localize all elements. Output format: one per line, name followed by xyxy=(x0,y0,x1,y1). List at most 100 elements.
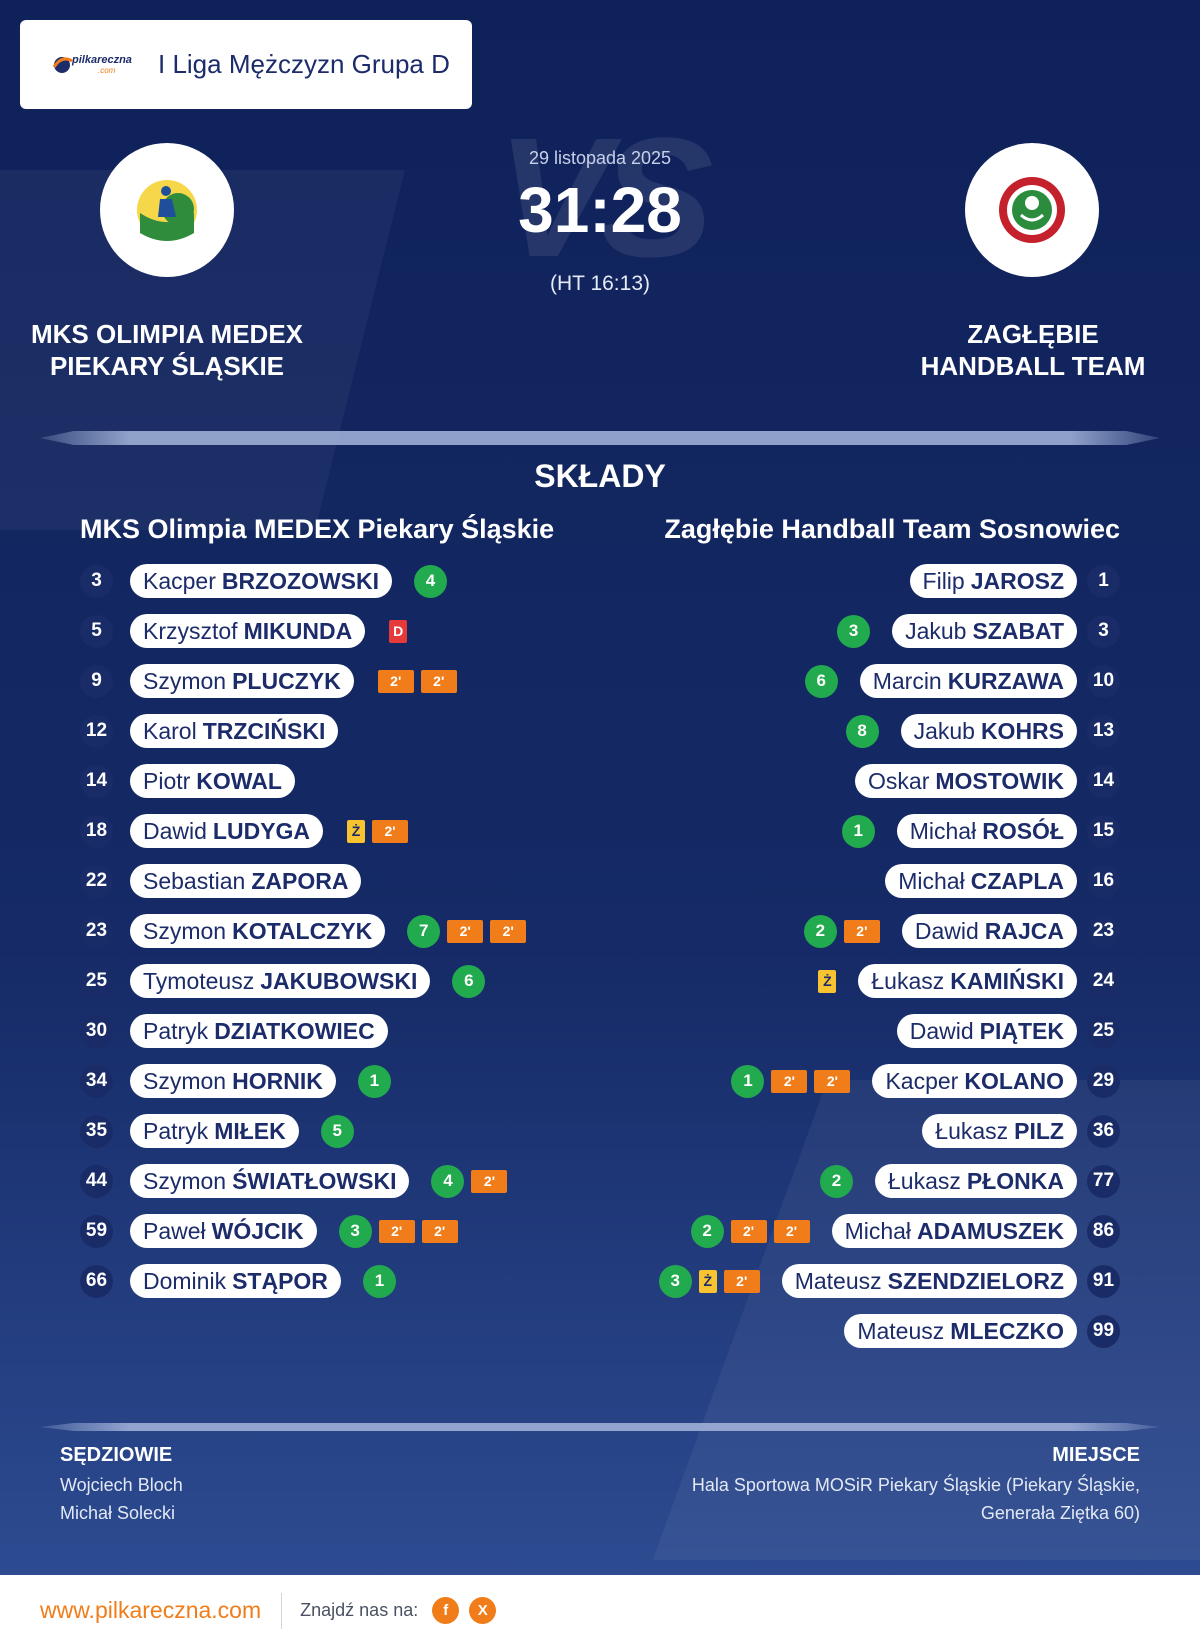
player-stats: 4 xyxy=(414,564,448,598)
player-row[interactable]: 22 Sebastian ZAPORA xyxy=(80,856,600,906)
player-row[interactable]: 2 2' Dawid RAJCA 23 xyxy=(560,906,1120,956)
player-name: Kacper KOLANO xyxy=(872,1064,1077,1098)
goals-badge: 2 xyxy=(803,914,837,948)
player-first-name: Oskar xyxy=(868,767,930,794)
player-first-name: Szymon xyxy=(143,1167,227,1194)
home-team-logo[interactable] xyxy=(100,143,234,277)
referee-name: Michał Solecki xyxy=(60,1503,176,1523)
player-name: Dawid RAJCA xyxy=(901,914,1077,948)
player-row[interactable]: Oskar MOSTOWIK 14 xyxy=(560,756,1120,806)
player-first-name: Jakub xyxy=(913,717,975,744)
player-first-name: Michał xyxy=(898,867,965,894)
player-name: Michał ROSÓŁ xyxy=(896,814,1077,848)
player-row[interactable]: 2 Łukasz PŁONKA 77 xyxy=(560,1156,1120,1206)
player-row[interactable]: 3 Jakub SZABAT 3 xyxy=(560,606,1120,656)
player-row[interactable]: Filip JAROSZ 1 xyxy=(560,556,1120,606)
player-stats: 1 xyxy=(362,1264,396,1298)
footer-bar: www.pilkareczna.com Znajdź nas na: f X xyxy=(0,1575,1200,1646)
player-number: 23 xyxy=(80,914,113,948)
two-minute-badge: 2' xyxy=(447,919,484,943)
player-row[interactable]: Dawid PIĄTEK 25 xyxy=(560,1006,1120,1056)
player-last-name: KOWAL xyxy=(196,767,282,794)
away-team-name: ZAGŁĘBIE HANDBALL TEAM xyxy=(873,318,1193,382)
player-first-name: Dominik xyxy=(143,1267,227,1294)
player-row[interactable]: 8 Jakub KOHRS 13 xyxy=(560,706,1120,756)
two-minute-badge: 2' xyxy=(773,1219,810,1243)
player-row[interactable]: Michał CZAPLA 16 xyxy=(560,856,1120,906)
player-row[interactable]: 9 Szymon PLUCZYK 2' 2' xyxy=(80,656,600,706)
player-last-name: KURZAWA xyxy=(947,667,1064,694)
player-number: 66 xyxy=(80,1264,113,1298)
player-name: Patryk MIŁEK xyxy=(130,1114,299,1148)
player-name: Krzysztof MIKUNDA xyxy=(130,614,366,648)
player-name: Mateusz MLECZKO xyxy=(844,1314,1077,1348)
player-number: 34 xyxy=(80,1064,113,1098)
player-row[interactable]: 1 Michał ROSÓŁ 15 xyxy=(560,806,1120,856)
player-row[interactable]: 66 Dominik STĄPOR 1 xyxy=(80,1256,600,1306)
player-last-name: KAMIŃSKI xyxy=(950,967,1064,994)
player-row[interactable]: Ż Łukasz KAMIŃSKI 24 xyxy=(560,956,1120,1006)
player-first-name: Patryk xyxy=(143,1117,209,1144)
referees-list: Wojciech Bloch Michał Solecki xyxy=(60,1471,183,1527)
player-name: Szymon PLUCZYK xyxy=(130,664,354,698)
player-name: Michał ADAMUSZEK xyxy=(831,1214,1077,1248)
player-first-name: Łukasz xyxy=(888,1167,961,1194)
player-row[interactable]: 30 Patryk DZIATKOWIEC xyxy=(80,1006,600,1056)
player-first-name: Kacper xyxy=(885,1067,959,1094)
player-row[interactable]: Łukasz PILZ 36 xyxy=(560,1106,1120,1156)
player-number: 14 xyxy=(80,764,113,798)
player-row[interactable]: 3 Kacper BRZOZOWSKI 4 xyxy=(80,556,600,606)
referee-name: Wojciech Bloch xyxy=(60,1475,183,1495)
player-number: 59 xyxy=(80,1214,113,1248)
goals-badge: 1 xyxy=(362,1264,396,1298)
site-logo[interactable]: pilkareczna .com xyxy=(50,45,132,85)
player-name: Łukasz KAMIŃSKI xyxy=(858,964,1077,998)
player-first-name: Łukasz xyxy=(871,967,945,994)
player-stats: D xyxy=(387,619,408,643)
player-row[interactable]: 14 Piotr KOWAL xyxy=(80,756,600,806)
player-stats: 1 2' 2' xyxy=(731,1064,851,1098)
x-icon[interactable]: X xyxy=(469,1597,497,1624)
player-name: Oskar MOSTOWIK xyxy=(855,764,1077,798)
player-stats: 2' 2' xyxy=(376,669,457,693)
player-first-name: Dawid xyxy=(914,917,979,944)
two-minute-badge: 2' xyxy=(490,919,527,943)
goals-badge: 5 xyxy=(320,1114,354,1148)
two-minute-badge: 2' xyxy=(730,1219,767,1243)
player-row[interactable]: 1 2' 2' Kacper KOLANO 29 xyxy=(560,1056,1120,1106)
player-row[interactable]: 23 Szymon KOTALCZYK 7 2' 2' xyxy=(80,906,600,956)
player-name: Karol TRZCIŃSKI xyxy=(130,714,339,748)
player-row[interactable]: 44 Szymon ŚWIATŁOWSKI 4 2' xyxy=(80,1156,600,1206)
site-link[interactable]: www.pilkareczna.com xyxy=(40,1597,262,1623)
final-score: 31:28 xyxy=(518,174,682,246)
yellow-card-badge: Ż xyxy=(347,819,366,843)
facebook-icon[interactable]: f xyxy=(432,1597,460,1624)
player-row[interactable]: 25 Tymoteusz JAKUBOWSKI 6 xyxy=(80,956,600,1006)
player-number: 15 xyxy=(1087,814,1120,848)
player-name: Szymon ŚWIATŁOWSKI xyxy=(130,1164,410,1198)
player-stats: 2 2' xyxy=(803,914,880,948)
player-last-name: WÓJCIK xyxy=(211,1217,304,1244)
player-row[interactable]: 3 Ż 2' Mateusz SZENDZIELORZ 91 xyxy=(560,1256,1120,1306)
player-row[interactable]: 5 Krzysztof MIKUNDA D xyxy=(80,606,600,656)
player-row[interactable]: 59 Paweł WÓJCIK 3 2' 2' xyxy=(80,1206,600,1256)
player-row[interactable]: 6 Marcin KURZAWA 10 xyxy=(560,656,1120,706)
two-minute-badge: 2' xyxy=(420,669,457,693)
away-team-logo[interactable] xyxy=(965,143,1099,277)
player-number: 3 xyxy=(80,564,113,598)
player-row[interactable]: Mateusz MLECZKO 99 xyxy=(560,1306,1120,1356)
player-first-name: Szymon xyxy=(143,917,227,944)
player-last-name: RAJCA xyxy=(984,917,1064,944)
player-row[interactable]: 12 Karol TRZCIŃSKI xyxy=(80,706,600,756)
player-row[interactable]: 2 2' 2' Michał ADAMUSZEK 86 xyxy=(560,1206,1120,1256)
player-stats: 3 xyxy=(837,614,871,648)
player-row[interactable]: 35 Patryk MIŁEK 5 xyxy=(80,1106,600,1156)
player-row[interactable]: 18 Dawid LUDYGA Ż 2' xyxy=(80,806,600,856)
logo-mark-icon xyxy=(52,56,73,73)
venue-line2: Generała Ziętka 60) xyxy=(980,1503,1140,1523)
two-minute-badge: 2' xyxy=(723,1269,760,1293)
player-row[interactable]: 34 Szymon HORNIK 1 xyxy=(80,1056,600,1106)
away-team-name-line2: HANDBALL TEAM xyxy=(920,351,1146,381)
player-stats: 4 2' xyxy=(431,1164,508,1198)
away-team-name-line1: ZAGŁĘBIE xyxy=(967,319,1099,349)
